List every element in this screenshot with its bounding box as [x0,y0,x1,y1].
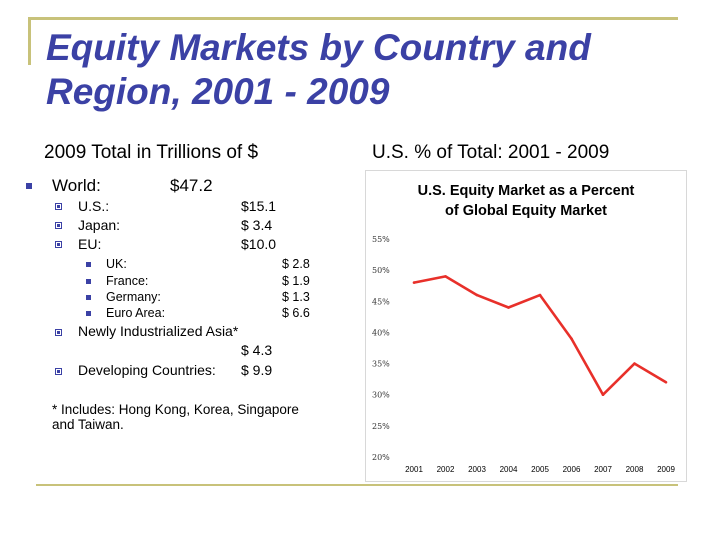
x-tick-label: 2007 [594,465,612,474]
left-heading: 2009 Total in Trillions of $ [44,142,259,163]
bullet-uk-icon [86,262,91,267]
eu-uk-value: $ 2.8 [282,257,310,271]
region-us-value: $15.1 [241,198,277,214]
x-tick-label: 2004 [500,465,518,474]
bullet-france-icon [86,279,91,284]
y-tick-label: 45% [372,297,390,306]
eu-euro-area-label: Euro Area: [106,306,166,320]
data-point [570,337,573,340]
data-point [507,306,510,309]
data-point [633,362,636,365]
bullet-euro-area-icon [86,311,91,316]
frame-top-line [28,17,678,20]
data-point [444,275,447,278]
y-tick-label: 40% [372,328,390,337]
x-tick-label: 2008 [626,465,644,474]
slide-title: Equity Markets by Country and Region, 20… [46,27,591,112]
y-tick-label: 50% [372,266,390,275]
y-tick-label: 35% [372,360,390,369]
y-tick-label: 30% [372,391,390,400]
bullet-japan-icon [55,222,62,229]
eu-france-value: $ 1.9 [282,274,310,288]
nia-label: Newly Industrialized Asia* [78,323,239,339]
bullet-germany-icon [86,295,91,300]
world-value: $47.2 [170,176,213,195]
eu-france-label: France: [106,274,149,288]
bullet-developing-icon [55,368,62,375]
x-tick-label: 2003 [468,465,486,474]
right-heading: U.S. % of Total: 2001 - 2009 [372,142,610,163]
data-point [601,393,605,397]
chart-title-line-1: U.S. Equity Market as a Percent [418,183,635,199]
frame-bottom-line [36,484,678,486]
bullet-world-icon [26,183,32,189]
eu-euro-area-value: $ 6.6 [282,306,310,320]
developing-label: Developing Countries: [78,362,216,378]
bullet-nia-icon [55,329,62,336]
x-tick-label: 2006 [563,465,581,474]
chart-container: U.S. Equity Market as a Percent of Global… [365,170,687,482]
y-tick-label: 55% [372,235,390,244]
footnote-line-2: and Taiwan. [52,417,124,432]
eu-germany-label: Germany: [106,290,161,304]
bullet-eu-icon [55,241,62,248]
region-japan-label: Japan: [78,217,121,233]
y-tick-label: 20% [372,453,390,462]
data-point [538,293,542,297]
frame-left-line [28,17,31,65]
region-japan-value: $ 3.4 [241,217,273,233]
x-tick-label: 2002 [437,465,455,474]
equity-share-chart: U.S. Equity Market as a Percent of Global… [372,183,675,474]
data-point [664,380,668,384]
x-tick-label: 2009 [657,465,675,474]
bullet-us-icon [55,203,62,210]
nia-value: $ 4.3 [241,342,273,358]
y-tick-label: 25% [372,422,390,431]
x-tick-label: 2005 [531,465,549,474]
data-point [412,281,416,284]
developing-value: $ 9.9 [241,362,273,378]
eu-germany-value: $ 1.3 [282,290,310,304]
region-eu-label: EU: [78,236,102,252]
region-us-label: U.S.: [78,198,110,214]
data-point [475,293,479,297]
chart-title-line-2: of Global Equity Market [445,203,607,219]
world-label: World: [52,176,101,195]
footnote-line-1: * Includes: Hong Kong, Korea, Singapore [52,402,299,417]
eu-uk-label: UK: [106,257,127,271]
x-tick-label: 2001 [405,465,423,474]
region-eu-value: $10.0 [241,236,277,252]
